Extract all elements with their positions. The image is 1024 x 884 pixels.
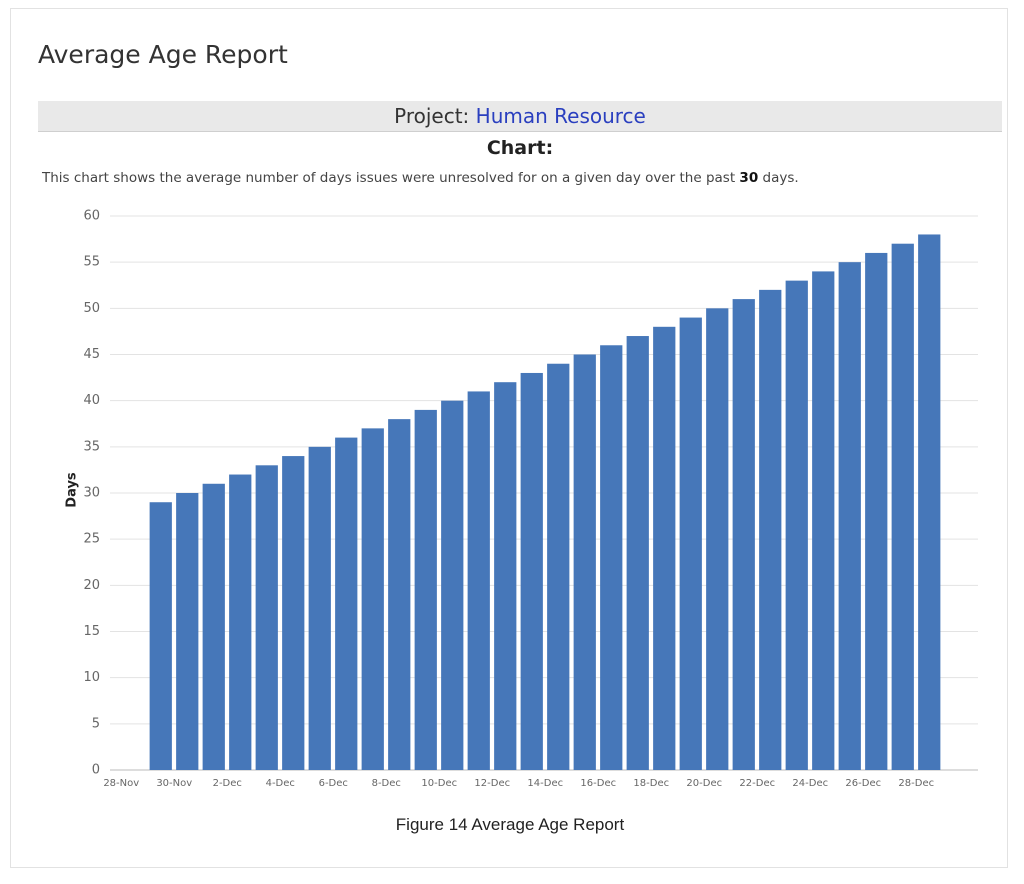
bar — [573, 354, 596, 770]
y-tick-label: 50 — [83, 301, 100, 316]
x-tick-label: 10-Dec — [421, 778, 457, 789]
x-tick-label: 2-Dec — [213, 778, 242, 789]
project-bar: Project: Human Resource — [38, 101, 1002, 132]
bar — [865, 252, 888, 770]
report-title: Average Age Report — [38, 40, 288, 69]
y-tick-label: 5 — [92, 716, 100, 731]
x-tick-label: 6-Dec — [319, 778, 348, 789]
bar — [388, 419, 411, 770]
y-tick-label: 30 — [83, 486, 100, 501]
bar — [441, 400, 464, 770]
bar — [626, 336, 649, 770]
bar — [759, 289, 782, 770]
description-days: 30 — [739, 170, 759, 186]
bar — [812, 271, 835, 770]
x-tick-label: 18-Dec — [633, 778, 669, 789]
y-tick-label: 20 — [83, 578, 100, 593]
bar — [308, 446, 331, 770]
y-tick-label: 15 — [83, 624, 100, 639]
y-axis-label: Days — [65, 472, 80, 508]
x-tick-label: 16-Dec — [580, 778, 616, 789]
x-tick-label: 24-Dec — [792, 778, 828, 789]
bar — [335, 437, 358, 770]
description-text: days. — [762, 170, 799, 186]
bar — [706, 308, 729, 770]
bar — [891, 243, 914, 770]
bar — [785, 280, 808, 770]
chart-label: Chart: — [486, 137, 554, 159]
bar — [414, 409, 437, 770]
x-tick-label: 20-Dec — [686, 778, 722, 789]
x-tick-label: 28-Dec — [898, 778, 934, 789]
x-tick-label: 30-Nov — [156, 778, 192, 789]
y-tick-label: 45 — [83, 347, 100, 362]
bar — [282, 456, 305, 770]
bar — [361, 428, 384, 770]
y-tick-label: 40 — [83, 393, 100, 408]
bar — [918, 234, 941, 770]
y-tick-label: 35 — [83, 439, 100, 454]
x-tick-label: 4-Dec — [266, 778, 295, 789]
bar — [229, 474, 252, 770]
bar — [149, 502, 172, 770]
bar — [176, 493, 199, 770]
x-tick-label: 28-Nov — [103, 778, 139, 789]
bar — [467, 391, 490, 770]
bar — [600, 345, 623, 770]
x-tick-label: 12-Dec — [474, 778, 510, 789]
bar — [547, 363, 570, 770]
y-tick-label: 0 — [92, 763, 100, 778]
bar — [838, 262, 861, 770]
y-tick-label: 10 — [83, 670, 100, 685]
bar — [653, 326, 676, 770]
bar — [520, 372, 543, 770]
bar — [732, 299, 755, 770]
x-tick-label: 8-Dec — [372, 778, 401, 789]
bar — [202, 483, 225, 770]
y-tick-label: 60 — [83, 209, 100, 224]
bar — [494, 382, 517, 770]
bar — [255, 465, 278, 770]
figure-caption: Figure 14 Average Age Report — [395, 815, 625, 834]
y-tick-label: 55 — [83, 255, 100, 270]
project-label: Project: — [394, 104, 470, 128]
x-tick-label: 14-Dec — [527, 778, 563, 789]
x-tick-label: 22-Dec — [739, 778, 775, 789]
bar — [679, 317, 702, 770]
project-link[interactable]: Human Resource — [475, 104, 646, 128]
report-frame — [10, 8, 1008, 868]
description: This chart shows the average number of d… — [42, 170, 799, 186]
y-tick-label: 25 — [83, 532, 100, 547]
x-tick-label: 26-Dec — [845, 778, 881, 789]
description-text: This chart shows the average number of d… — [42, 170, 736, 186]
